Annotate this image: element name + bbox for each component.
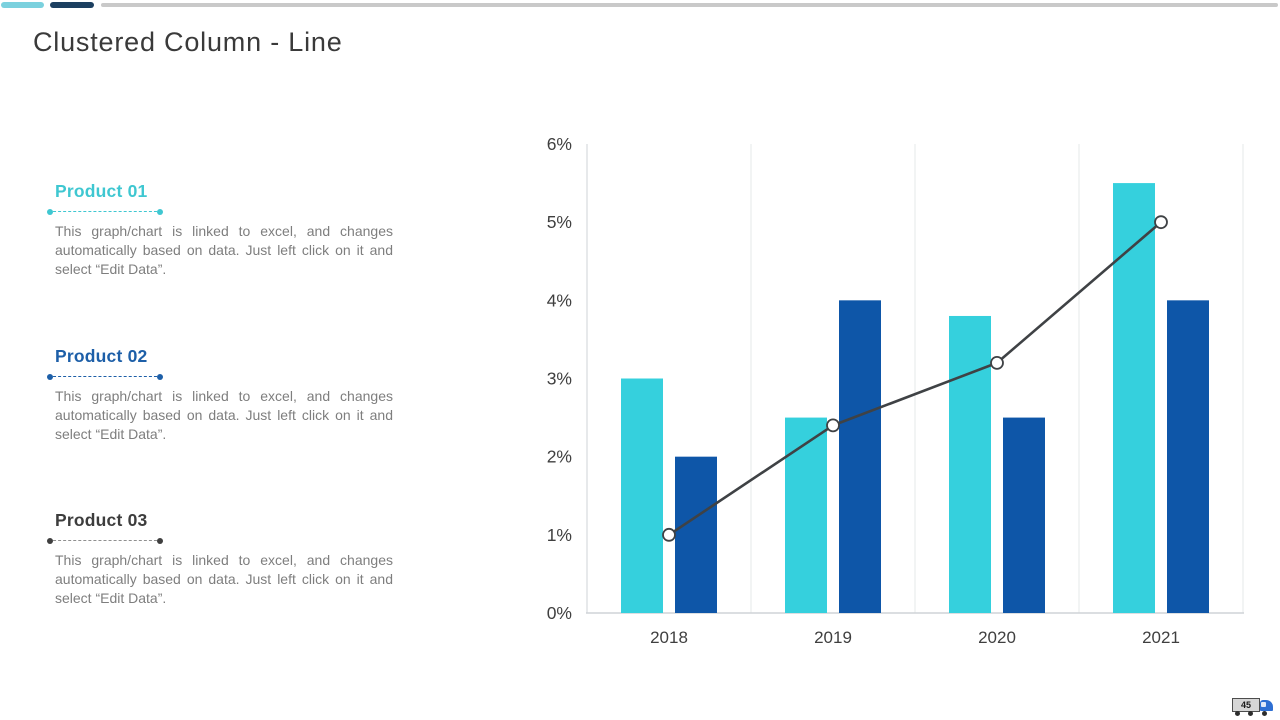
line-marker-2018[interactable]	[662, 527, 676, 542]
y-axis-tick-label: 5%	[547, 212, 572, 232]
bar-product-01-2018[interactable]	[621, 378, 663, 614]
top-accent-cyan-bar	[1, 2, 44, 8]
truck-window-icon	[1261, 702, 1266, 707]
page-number-truck-icon: 45	[1232, 697, 1274, 717]
x-axis-category-label: 2020	[978, 628, 1016, 647]
x-axis-category-label: 2018	[650, 628, 688, 647]
divider-right-dot-icon	[157, 373, 163, 380]
divider-left-dot-icon	[47, 373, 53, 380]
product-03-dashed-divider	[47, 537, 163, 544]
line-marker-2020[interactable]	[990, 355, 1004, 370]
bar-product-01-2019[interactable]	[785, 417, 827, 613]
trend-line[interactable]	[668, 221, 1162, 536]
bar-product-02-2018[interactable]	[675, 456, 717, 613]
top-accent-gray-bar	[101, 3, 1278, 7]
x-axis-category-label: 2021	[1142, 628, 1180, 647]
bar-product-01-2020[interactable]	[949, 315, 991, 613]
y-axis-tick-label: 2%	[547, 447, 572, 467]
product-02-title: Product 02	[55, 346, 148, 366]
top-accent-navy-bar	[50, 2, 94, 8]
line-marker-2019[interactable]	[826, 418, 840, 433]
bar-product-02-2019[interactable]	[839, 300, 881, 613]
slide-title: Clustered Column - Line	[33, 27, 343, 57]
y-axis-tick-label: 4%	[547, 290, 572, 310]
divider-left-dot-icon	[47, 208, 53, 215]
bar-product-02-2020[interactable]	[1003, 417, 1045, 613]
product-01-title: Product 01	[55, 181, 148, 201]
divider-left-dot-icon	[47, 537, 53, 544]
bar-product-01-2021[interactable]	[1113, 183, 1155, 614]
product-02-description: This graph/chart is linked to excel, and…	[55, 388, 393, 442]
product-01-block: Product 01 This graph/chart is linked to…	[47, 181, 394, 279]
product-03-description: This graph/chart is linked to excel, and…	[55, 552, 393, 606]
line-marker-2021[interactable]	[1154, 215, 1168, 230]
product-03-block: Product 03 This graph/chart is linked to…	[47, 510, 394, 608]
x-axis-category-label: 2019	[814, 628, 852, 647]
product-01-dashed-divider	[47, 208, 163, 215]
truck-cab-icon	[1260, 700, 1273, 711]
y-axis-tick-label: 0%	[547, 603, 572, 623]
product-03-title: Product 03	[55, 510, 148, 530]
page-number-badge: 45	[1232, 698, 1260, 712]
y-axis-tick-label: 3%	[547, 369, 572, 389]
bar-product-02-2021[interactable]	[1167, 300, 1209, 613]
product-02-block: Product 02 This graph/chart is linked to…	[47, 346, 394, 444]
divider-right-dot-icon	[157, 208, 163, 215]
y-axis-tick-label: 1%	[547, 525, 572, 545]
product-01-description: This graph/chart is linked to excel, and…	[55, 223, 393, 277]
truck-wheel-icon	[1248, 711, 1253, 716]
truck-wheel-icon	[1262, 711, 1267, 716]
divider-right-dot-icon	[157, 537, 163, 544]
product-02-dashed-divider	[47, 373, 163, 380]
truck-wheel-icon	[1235, 711, 1240, 716]
y-axis-tick-label: 6%	[547, 134, 572, 154]
